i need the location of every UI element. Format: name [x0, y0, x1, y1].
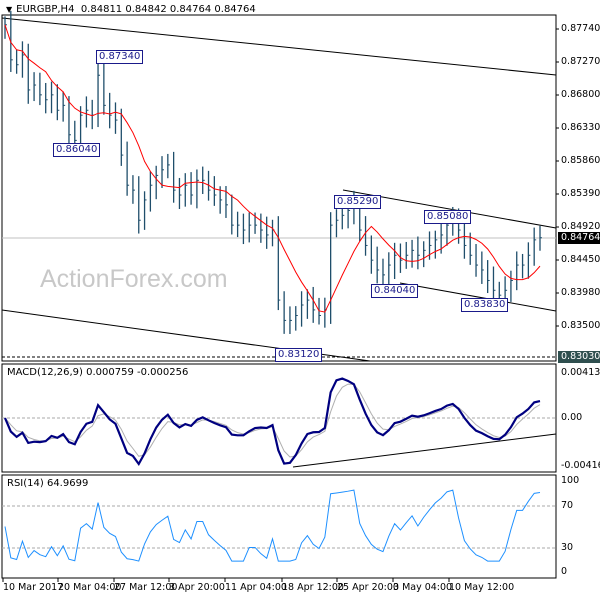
- level-price-box: 0.83030: [558, 351, 600, 363]
- macd-title: MACD(12,26,9) 0.000759 -0.000256: [7, 367, 189, 378]
- rsi-pane-frame: [1, 474, 557, 579]
- macd-axis-max: 0.004131: [561, 367, 600, 378]
- rsi-line: [4, 489, 541, 562]
- annotation-high-2: 0.85290: [334, 195, 382, 209]
- price-axis-label: 0.87740: [561, 23, 600, 34]
- time-axis-label: 10 Mar 2017: [3, 582, 64, 593]
- time-axis-label: 3 Apr 20:00: [169, 582, 225, 593]
- current-price-box: 0.84764: [558, 232, 600, 244]
- rsi-axis-30: 30: [561, 542, 574, 553]
- rsi-axis-70: 70: [561, 500, 574, 511]
- macd-axis-min: -0.004162: [561, 460, 600, 471]
- rsi-axis-100: 100: [561, 475, 580, 486]
- price-axis-label: 0.85390: [561, 188, 600, 199]
- macd-line: [3, 377, 541, 467]
- time-axis-label: 3 May 04:00: [393, 582, 453, 593]
- chart-header: ▼ EURGBP,H4 0.84811 0.84842 0.84764 0.847…: [6, 4, 256, 15]
- price-axis-label: 0.84450: [561, 254, 600, 265]
- time-axis-label: 11 Apr 04:00: [225, 582, 287, 593]
- annotation-low-1: 0.86040: [53, 143, 101, 157]
- small-channel-bottom-line: [399, 282, 557, 312]
- price-axis-label: 0.84920: [561, 221, 600, 232]
- ohlc-values: 0.84811 0.84842 0.84764 0.84764: [80, 4, 256, 15]
- price-axis-label: 0.86800: [561, 89, 600, 100]
- time-axis-label: 20 Mar 04:00: [58, 582, 122, 593]
- moving-average-line: [4, 24, 541, 313]
- channel-top-line: [1, 17, 557, 76]
- price-axis-label: 0.83500: [561, 320, 600, 331]
- annotation-high-1: 0.87340: [96, 50, 144, 64]
- rsi-title: RSI(14) 64.9699: [7, 478, 89, 489]
- macd-axis-zero: 0.00: [561, 412, 583, 423]
- rsi-axis-0: 0: [561, 566, 568, 577]
- annotation-low-3: 0.83830: [461, 298, 509, 312]
- time-axis-label: 25 Apr 20:00: [337, 582, 399, 593]
- price-axis-label: 0.86330: [561, 122, 600, 133]
- watermark: ActionForex.com: [40, 265, 228, 293]
- price-axis-label: 0.85860: [561, 155, 600, 166]
- time-axis-label: 10 May 12:00: [449, 582, 515, 593]
- time-axis-label: 27 Mar 12:00: [114, 582, 178, 593]
- price-axis-label: 0.83980: [561, 287, 600, 298]
- annotation-high-3: 0.85080: [424, 210, 472, 224]
- time-axis-label: 18 Apr 12:00: [282, 582, 344, 593]
- annotation-low-4: 0.83120: [275, 348, 323, 362]
- price-axis-label: 0.87270: [561, 56, 600, 67]
- macd-trendline: [292, 433, 557, 468]
- annotation-low-2: 0.84040: [371, 284, 419, 298]
- symbol-label: EURGBP,H4: [16, 4, 75, 15]
- dropdown-triangle-icon[interactable]: ▼: [6, 5, 13, 14]
